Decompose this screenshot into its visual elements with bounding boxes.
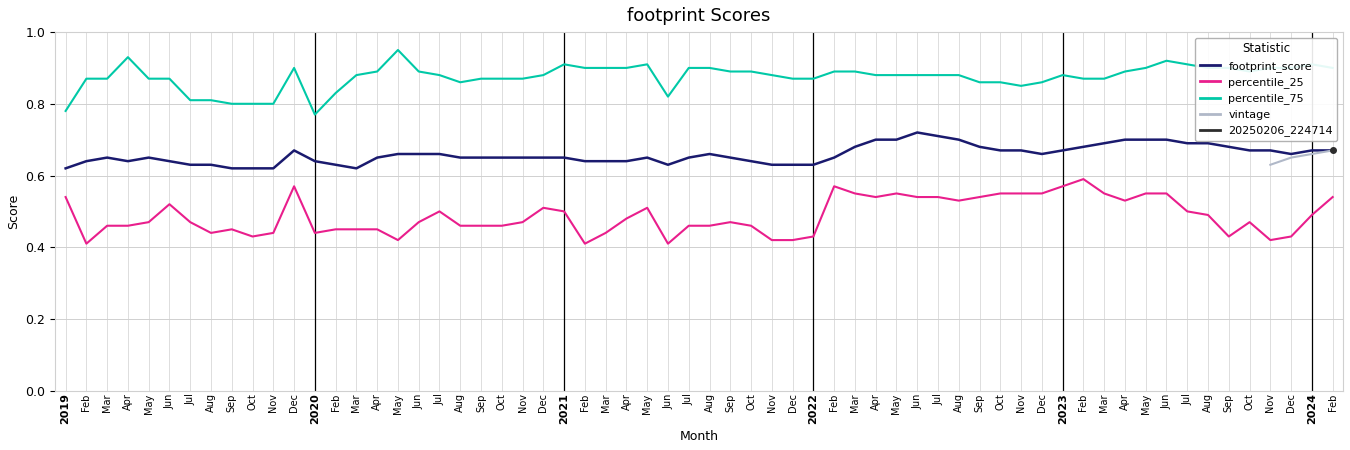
percentile_75 [328, 90, 344, 96]
vintage [1324, 148, 1341, 153]
percentile_25 [1200, 212, 1216, 218]
footprint_score [909, 130, 925, 135]
X-axis label: Month: Month [679, 430, 718, 443]
percentile_75 [58, 108, 74, 114]
Legend: footprint_score, percentile_25, percentile_75, vintage, 20250206_224714: footprint_score, percentile_25, percenti… [1195, 38, 1338, 141]
percentile_75 [162, 76, 178, 81]
percentile_25 [58, 194, 74, 200]
percentile_25 [410, 220, 427, 225]
footprint_score [306, 158, 323, 164]
footprint_score [162, 158, 178, 164]
footprint_score [58, 166, 74, 171]
footprint_score [1179, 140, 1195, 146]
percentile_25 [328, 227, 344, 232]
footprint_score [826, 155, 842, 160]
Line: percentile_25: percentile_25 [66, 179, 1332, 243]
footprint_score [1324, 148, 1341, 153]
percentile_25 [1076, 176, 1092, 182]
Line: footprint_score: footprint_score [66, 132, 1332, 168]
percentile_25 [702, 223, 718, 229]
footprint_score [390, 151, 406, 157]
percentile_75 [390, 47, 406, 53]
Y-axis label: Score: Score [7, 194, 20, 229]
percentile_75 [1200, 65, 1216, 71]
Title: footprint Scores: footprint Scores [628, 7, 771, 25]
percentile_25 [182, 220, 198, 225]
percentile_75 [722, 69, 738, 74]
percentile_75 [306, 112, 323, 117]
percentile_75 [1324, 65, 1341, 71]
percentile_25 [78, 241, 94, 246]
percentile_75 [432, 72, 448, 78]
percentile_25 [1324, 194, 1341, 200]
footprint_score [680, 155, 697, 160]
Line: vintage: vintage [1270, 150, 1332, 165]
Line: percentile_75: percentile_75 [66, 50, 1332, 115]
vintage [1304, 151, 1320, 157]
percentile_75 [868, 72, 884, 78]
percentile_25 [846, 191, 863, 196]
